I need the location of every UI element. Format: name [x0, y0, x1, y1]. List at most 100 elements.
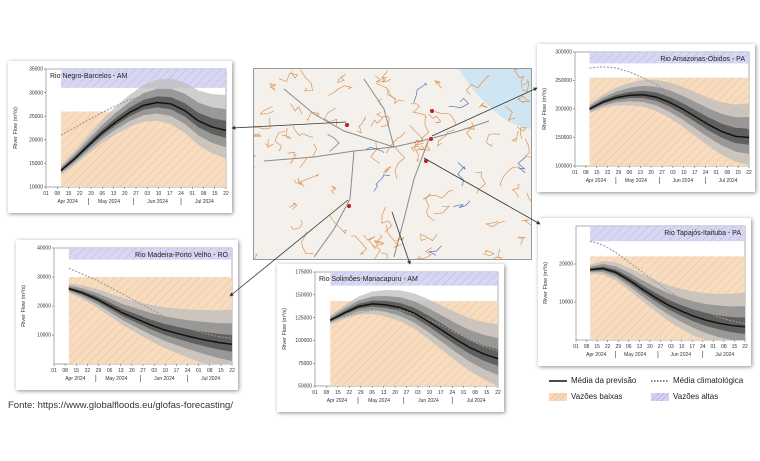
y-tick-label: 20000	[29, 138, 43, 144]
chart-tapajos: 10000 20000 River Flow (m³/s) 01 08 15 22 29 06 1…	[543, 225, 748, 358]
chart-negro: 10000 15000 20000 25000 30000 35000 River Flow…	[13, 67, 229, 205]
x-tick-label: 01	[189, 191, 195, 197]
legend-forecast-mean-label: Média da previsão	[571, 376, 637, 385]
x-tick-label: 01	[312, 390, 318, 396]
y-tick-label: 10000	[29, 185, 43, 191]
tributary	[428, 113, 442, 124]
x-tick-label: 06	[626, 344, 632, 350]
month-label: Apr 2024	[65, 376, 86, 382]
x-tick-label: 03	[144, 191, 150, 197]
map-svg	[254, 69, 531, 259]
x-tick-label: 08	[584, 344, 590, 350]
month-label: Apr 2024	[57, 199, 78, 205]
tributary	[323, 107, 338, 127]
y-axis-label: River Flow (m³/s)	[543, 262, 549, 304]
station-marker-icon	[423, 158, 429, 164]
x-tick-label: 10	[427, 390, 433, 396]
legend-low-flows-label: Vazões baixas	[571, 392, 623, 401]
x-tick-label: 22	[223, 191, 229, 197]
x-tick-label: 17	[438, 390, 444, 396]
x-tick-label: 08	[201, 191, 207, 197]
x-tick-label: 17	[174, 368, 180, 374]
chart-title: Rio Madeira-Porto Velho - RO	[135, 252, 229, 259]
tributary	[414, 139, 424, 162]
main-river	[363, 78, 395, 148]
y-tick-label: 30000	[37, 275, 51, 281]
chart-panel-negro: 10000 15000 20000 25000 30000 35000 River Flow…	[8, 61, 232, 213]
tributary	[375, 75, 391, 83]
forecast-mean-line	[329, 303, 499, 360]
x-tick-label: 03	[670, 170, 676, 176]
tributary	[265, 139, 274, 149]
high-flow-region	[589, 52, 749, 64]
tributary	[425, 193, 435, 222]
tributary	[436, 129, 455, 147]
tributary	[482, 250, 495, 257]
chart-amazonas: 100000 150000 200000 250000 300000 River Flow…	[542, 50, 752, 184]
tributary	[516, 126, 528, 140]
ocean-area	[459, 69, 531, 129]
x-tick-label: 13	[111, 191, 117, 197]
tributary	[396, 236, 405, 243]
tributary	[328, 85, 353, 96]
x-tick-label: 20	[648, 170, 654, 176]
station-marker-icon	[344, 122, 350, 128]
clim-mean-line	[589, 240, 746, 325]
tributary	[422, 190, 453, 200]
x-tick-label: 24	[185, 368, 191, 374]
legend-clim-mean: Média climatológica	[651, 376, 743, 385]
tributary	[380, 252, 388, 259]
tributary	[374, 242, 385, 259]
x-tick-label: 03	[415, 390, 421, 396]
tributary	[394, 147, 406, 179]
x-tick-label: 03	[668, 344, 674, 350]
x-tick-label: 08	[207, 368, 213, 374]
tributary	[409, 124, 424, 146]
tributary	[290, 220, 303, 230]
tributary	[278, 71, 299, 83]
tributary	[511, 130, 519, 142]
chart-panel-tapajos: 10000 20000 River Flow (m³/s) 01 08 15 22 29 06 1…	[538, 218, 751, 366]
tributary	[274, 130, 286, 152]
tributary	[420, 114, 430, 140]
y-axis-label: River Flow (m³/s)	[282, 308, 288, 350]
station-marker-icon	[346, 203, 352, 209]
high-flow-region	[330, 272, 498, 286]
tributary	[306, 111, 320, 122]
tributary	[380, 115, 390, 128]
y-tick-label: 100000	[555, 164, 572, 170]
tributary	[428, 245, 442, 256]
x-tick-label: 24	[700, 344, 706, 350]
x-tick-label: 29	[358, 390, 364, 396]
month-label: Jun 2024	[418, 398, 439, 404]
x-tick-label: 15	[335, 390, 341, 396]
ensemble-band-mid	[589, 85, 749, 154]
tributary	[370, 140, 381, 164]
x-tick-label: 29	[88, 191, 94, 197]
x-tick-label: 24	[178, 191, 184, 197]
tributary	[420, 233, 438, 242]
low-flows-swatch	[549, 392, 567, 401]
tributary	[254, 133, 262, 137]
x-tick-label: 27	[404, 390, 410, 396]
legend-forecast-mean: Média da previsão	[549, 376, 636, 385]
clim-mean-line	[60, 92, 227, 136]
station-marker-icon	[428, 136, 434, 142]
x-tick-label: 01	[461, 390, 467, 396]
x-tick-label: 01	[572, 170, 578, 176]
tributary	[254, 253, 258, 259]
clim-mean-line	[589, 66, 750, 130]
tributary	[289, 202, 298, 210]
chart-title: Rio Solimões-Manacapuru - AM	[319, 276, 418, 283]
tributary	[499, 166, 520, 187]
tributary	[385, 131, 406, 154]
forecast-mean-line	[590, 267, 746, 328]
tributary	[287, 151, 297, 164]
month-label: Apr 2024	[586, 352, 607, 358]
y-tick-label: 150000	[295, 293, 312, 299]
tributary	[327, 133, 340, 152]
tributary	[517, 236, 526, 245]
x-tick-label: 27	[659, 170, 665, 176]
x-tick-label: 15	[484, 390, 490, 396]
x-tick-label: 27	[133, 191, 139, 197]
